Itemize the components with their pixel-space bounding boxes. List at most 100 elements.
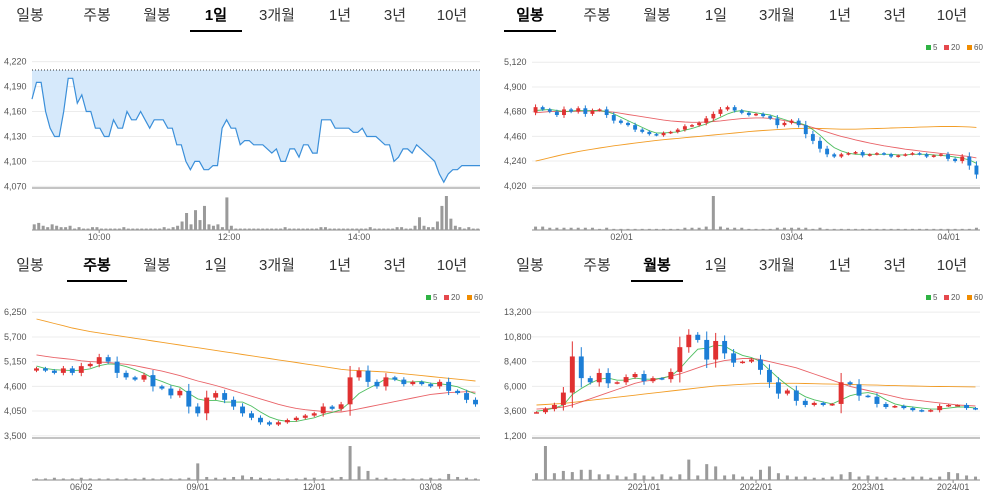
tab-3년[interactable]: 3년 <box>383 7 407 24</box>
tab-1년[interactable]: 1년 <box>328 257 352 274</box>
candle-body <box>711 113 716 119</box>
volume-bar <box>740 227 744 230</box>
candle-body <box>690 125 694 127</box>
volume-bar <box>252 228 256 230</box>
volume-bar <box>368 227 372 230</box>
tab-10년[interactable]: 10년 <box>436 257 468 274</box>
tab-3년[interactable]: 3년 <box>883 7 907 24</box>
volume-bar <box>956 473 960 480</box>
volume-bar <box>82 228 86 230</box>
volume-bar <box>256 228 260 230</box>
candle-body <box>562 109 566 116</box>
volume-bar <box>458 227 462 230</box>
volume-bar <box>624 476 628 480</box>
volume-bar <box>910 228 914 230</box>
volume-bar <box>59 227 63 230</box>
volume-bar <box>420 478 424 480</box>
candle-body <box>560 392 566 405</box>
volume-bar <box>310 228 314 230</box>
volume-bar <box>196 463 200 480</box>
volume-bar <box>704 226 708 230</box>
tab-일봉[interactable]: 일봉 <box>504 0 556 32</box>
volume-bar <box>534 473 538 480</box>
panel-intraday: 일봉 주봉 월봉 1일 3개월 1년 3년 10년 4,220 4,190 4,160 4,130 4… <box>0 0 500 250</box>
tab-3개월[interactable]: 3개월 <box>259 257 295 274</box>
tab-10년[interactable]: 10년 <box>936 7 968 24</box>
tab-월봉[interactable]: 월봉 <box>631 250 683 282</box>
candle-body <box>533 107 538 113</box>
tab-주봉[interactable]: 주봉 <box>583 257 611 274</box>
tab-일봉[interactable]: 일봉 <box>16 257 44 274</box>
period-tabs: 일봉 주봉 월봉 1일 3개월 1년 3년 10년 <box>0 250 500 282</box>
tab-1일[interactable]: 1일 <box>190 0 242 32</box>
volume-bar <box>660 474 664 480</box>
volume-bar <box>588 469 592 480</box>
tab-월봉[interactable]: 월봉 <box>643 7 671 24</box>
candle-body <box>275 422 281 425</box>
volume-bar <box>939 228 943 230</box>
candle-body <box>34 368 39 371</box>
tab-주봉[interactable]: 주봉 <box>67 250 127 282</box>
candle-body <box>150 375 156 387</box>
candle-body <box>195 406 201 414</box>
volume-bar <box>612 228 616 230</box>
volume-bar <box>373 228 377 230</box>
volume-bar <box>726 227 730 230</box>
ma20-line <box>36 354 476 413</box>
tab-3개월[interactable]: 3개월 <box>759 7 795 24</box>
tab-3년[interactable]: 3년 <box>383 257 407 274</box>
tab-1일[interactable]: 1일 <box>704 7 728 24</box>
candle-body <box>820 402 826 405</box>
volume-bar <box>714 466 718 480</box>
candle-body <box>846 153 851 155</box>
volume-bar <box>413 225 417 230</box>
volume-bar <box>243 228 247 230</box>
volume-bar <box>811 228 815 230</box>
tab-1년[interactable]: 1년 <box>828 257 852 274</box>
volume-bar <box>265 228 269 230</box>
candle-body <box>650 378 656 382</box>
volume-bar <box>70 478 74 480</box>
tab-3개월[interactable]: 3개월 <box>759 257 795 274</box>
candle-body <box>704 339 710 360</box>
volume-bar <box>476 228 480 230</box>
legend-ma20-swatch <box>944 295 949 300</box>
volume-bar <box>846 228 850 230</box>
tab-월봉[interactable]: 월봉 <box>143 7 171 24</box>
tab-1일[interactable]: 1일 <box>704 257 728 274</box>
tab-일봉[interactable]: 일봉 <box>516 257 544 274</box>
tab-주봉[interactable]: 주봉 <box>583 7 611 24</box>
candle-body <box>611 115 616 121</box>
candle-body <box>946 404 952 407</box>
candle-body <box>847 382 853 385</box>
volume-bar <box>576 227 580 230</box>
tab-월봉[interactable]: 월봉 <box>143 257 171 274</box>
ma20-line <box>536 358 976 410</box>
volume-bar <box>225 197 229 230</box>
legend-ma5-label: 5 <box>433 293 438 302</box>
volume-bar <box>541 226 545 230</box>
candle-body <box>266 422 272 425</box>
volume-bar <box>875 228 879 230</box>
volume-bar <box>64 227 68 230</box>
candle-body <box>896 155 901 157</box>
tab-10년[interactable]: 10년 <box>436 7 468 24</box>
candle-body <box>754 113 758 116</box>
volume-bar <box>669 228 673 230</box>
tab-1년[interactable]: 1년 <box>828 7 852 24</box>
volume-bar <box>782 227 786 230</box>
volume-bar <box>965 475 969 480</box>
tab-주봉[interactable]: 주봉 <box>83 7 111 24</box>
tab-3년[interactable]: 3년 <box>883 257 907 274</box>
tab-3개월[interactable]: 3개월 <box>259 7 295 24</box>
volume-bar <box>73 228 77 230</box>
candle-body <box>632 374 638 378</box>
y-tick-label: 13,200 <box>504 307 532 317</box>
volume-bar <box>375 477 379 480</box>
candle-body <box>437 381 443 387</box>
tab-1년[interactable]: 1년 <box>328 7 352 24</box>
tab-일봉[interactable]: 일봉 <box>16 7 44 24</box>
tab-1일[interactable]: 1일 <box>204 257 228 274</box>
ma60-line <box>36 318 476 382</box>
tab-10년[interactable]: 10년 <box>936 257 968 274</box>
